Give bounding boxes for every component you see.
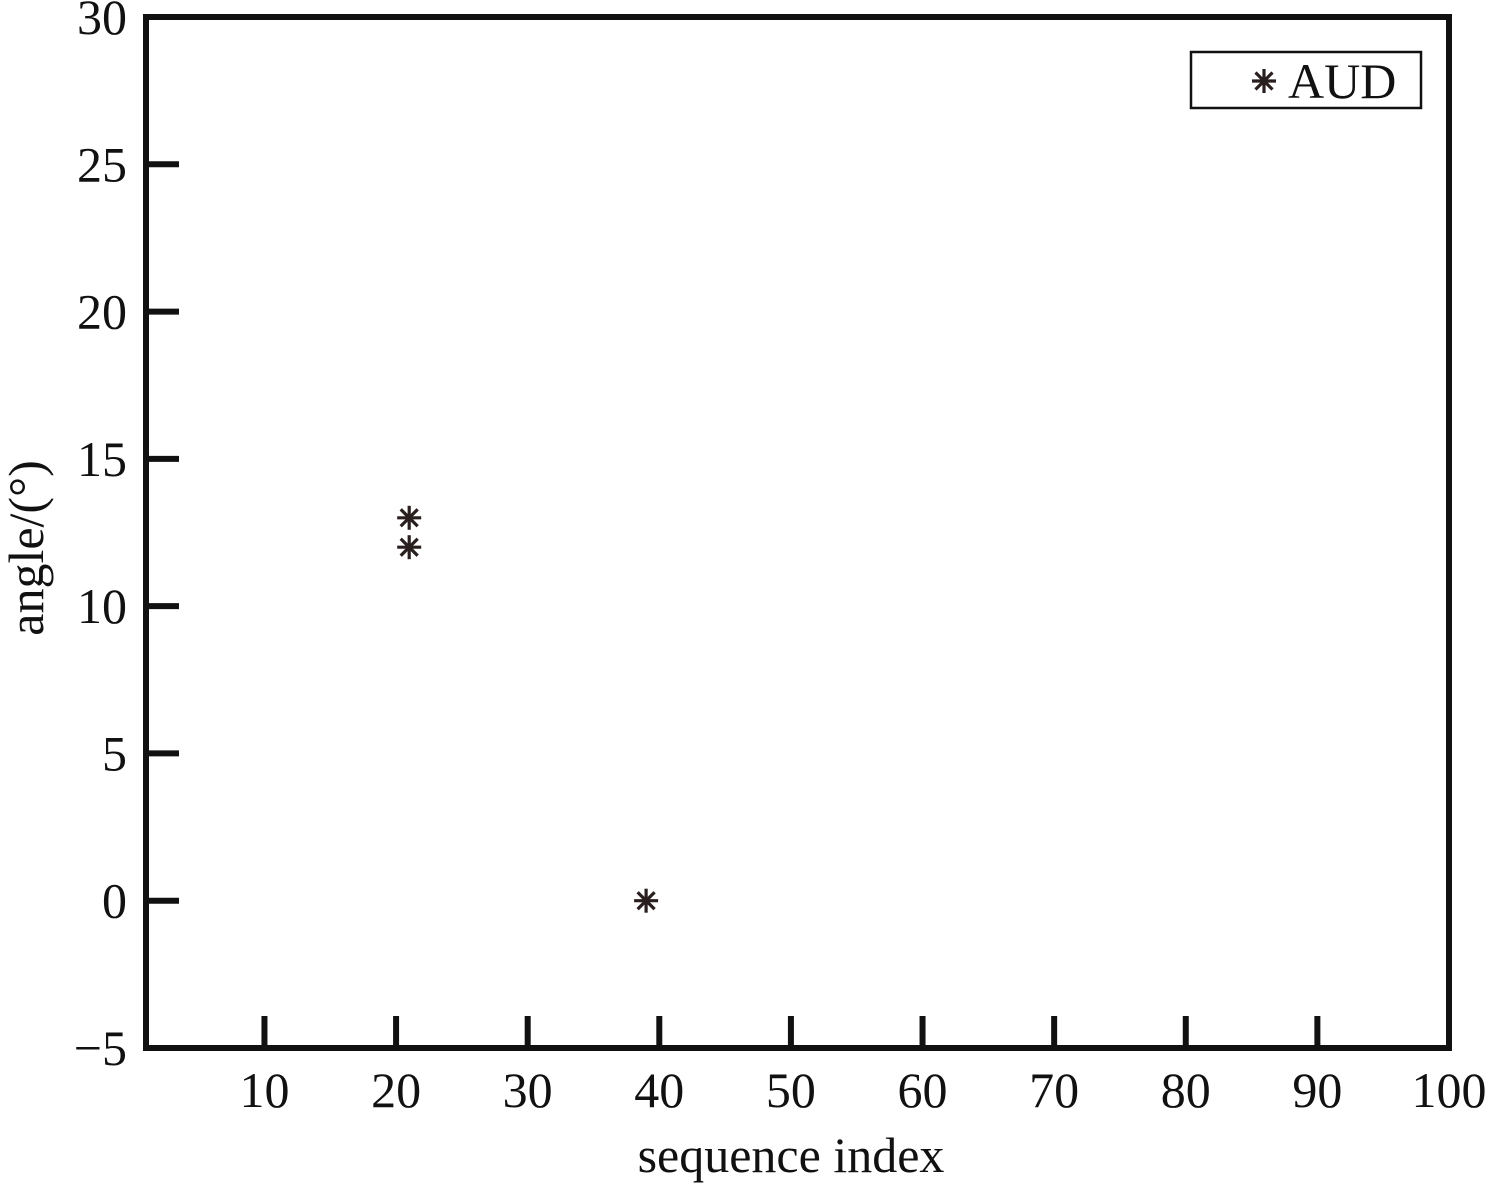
legend: AUD (1189, 50, 1423, 110)
x-tick-label: 100 (1412, 1062, 1486, 1118)
axis-ticks (146, 14, 1452, 1051)
data-points (397, 505, 659, 913)
legend-label-aud: AUD (1288, 53, 1396, 109)
y-axis-title: angle/(°) (0, 460, 54, 635)
data-point (634, 888, 659, 913)
x-tick-label: 50 (766, 1062, 816, 1118)
x-tick-label: 30 (503, 1062, 553, 1118)
y-tick-label: 10 (77, 578, 127, 634)
legend-marker-aud (1252, 69, 1276, 93)
y-tick-label: −5 (74, 1020, 127, 1076)
x-tick-label: 80 (1161, 1062, 1211, 1118)
x-tick-labels: 10 20 30 40 50 60 70 80 90 100 (239, 1062, 1486, 1118)
x-tick-label: 40 (634, 1062, 684, 1118)
x-tick-label: 20 (371, 1062, 421, 1118)
y-tick-label: 20 (77, 284, 127, 340)
x-tick-label: 10 (239, 1062, 289, 1118)
y-tick-label: 5 (102, 725, 127, 781)
y-tick-label: 30 (77, 0, 127, 45)
data-point (397, 505, 422, 530)
x-axis-title: sequence index (638, 1127, 945, 1183)
data-point (397, 535, 422, 560)
y-tick-label: 0 (102, 873, 127, 929)
legend-box (1189, 50, 1423, 110)
y-tick-labels: −5 0 5 10 15 20 25 30 (74, 0, 127, 1076)
y-tick-label: 25 (77, 136, 127, 192)
x-tick-label: 60 (898, 1062, 948, 1118)
x-tick-label: 90 (1292, 1062, 1342, 1118)
x-tick-label: 70 (1029, 1062, 1079, 1118)
plot-frame (143, 14, 1452, 1051)
y-tick-label: 15 (77, 431, 127, 487)
